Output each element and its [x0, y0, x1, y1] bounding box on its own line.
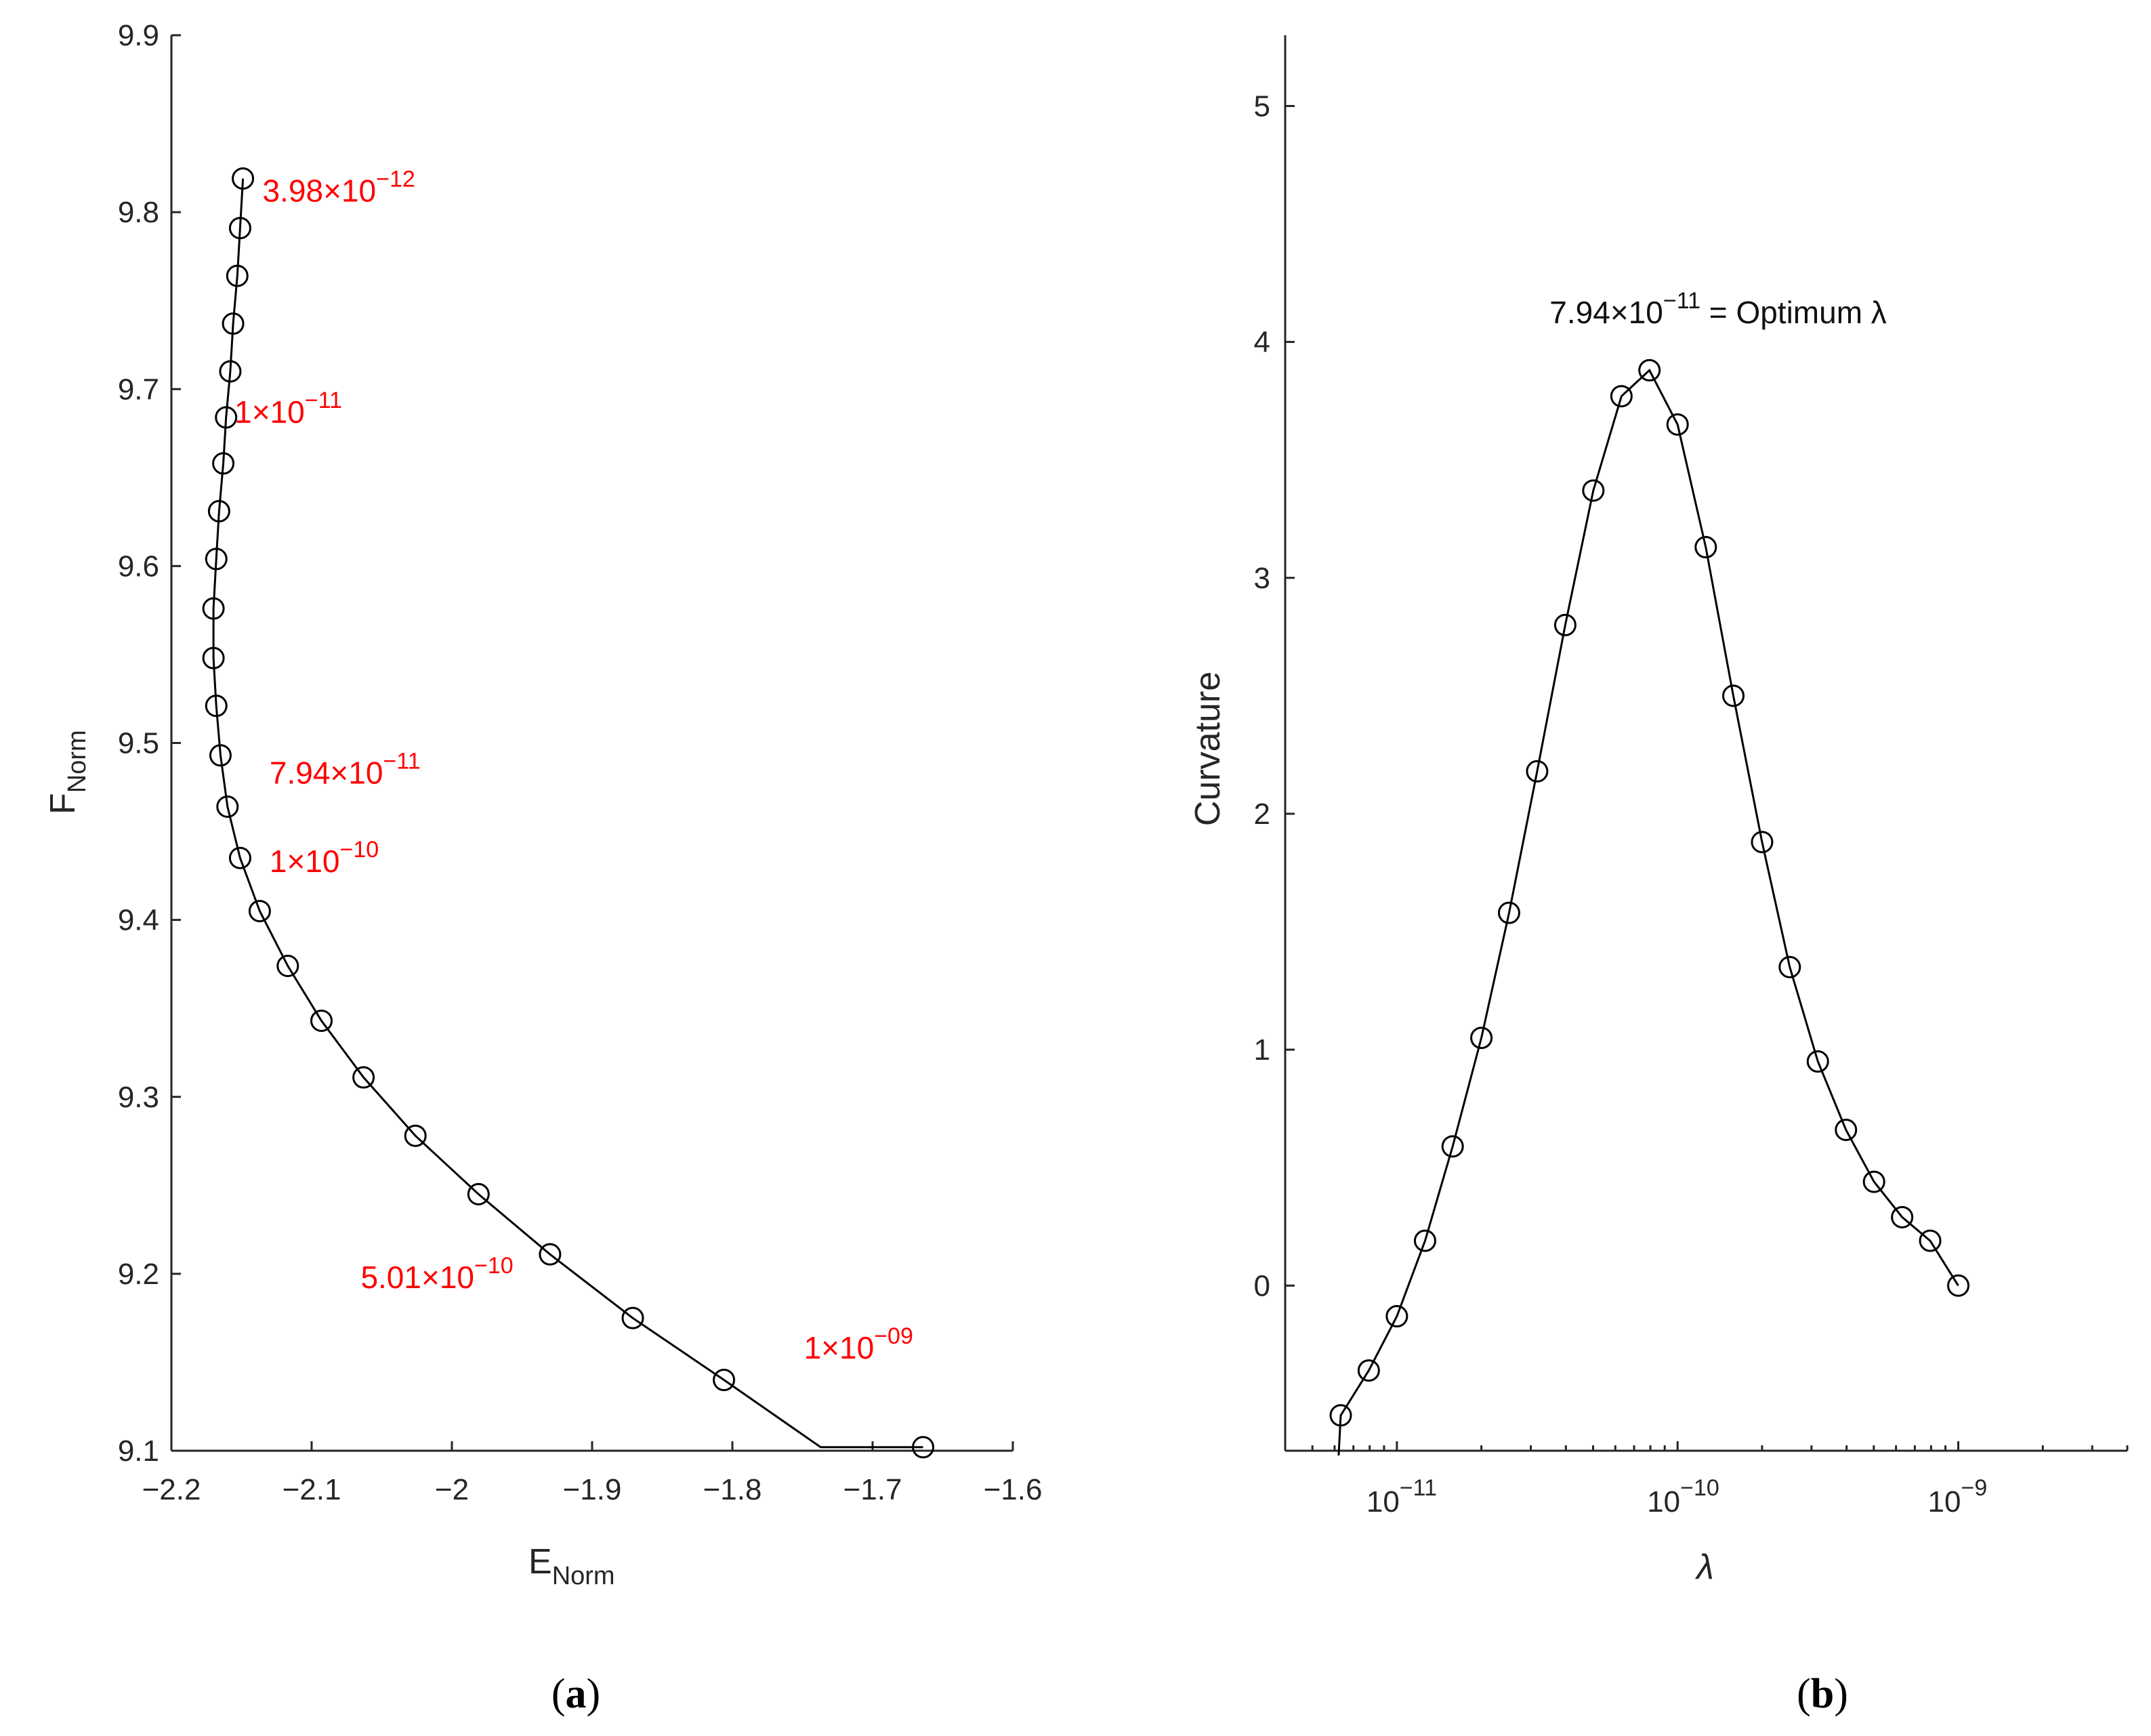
panel-a-data-point — [216, 795, 239, 819]
panel-b-x-tick-label: 10−10 — [1647, 1475, 1719, 1518]
panel-b-y-tick-label: 0 — [1254, 1269, 1270, 1302]
panel-a-l-curve: −2.2 −2.1 −2 −1.9 −1.8 −1.7 −1.6 9.1 9.2 9.3 9.4 9… — [43, 19, 1042, 1717]
panel-b-data-point — [1666, 413, 1689, 436]
panel-b-data-point — [1610, 385, 1633, 408]
panel-b-data-point — [1694, 536, 1717, 559]
panel-b-y-tick-label: 5 — [1254, 89, 1270, 123]
panel-b-data-point — [1526, 760, 1549, 783]
panel-b-x-axis-title: λ — [1694, 1548, 1714, 1587]
panel-a-lambda-annotation: 1×10−09 — [804, 1323, 913, 1365]
panel-b-data-point — [1722, 684, 1745, 707]
panel-a-y-tick-label: 9.2 — [118, 1258, 159, 1291]
panel-a-data-point — [209, 744, 232, 767]
panel-b-curvature: 10−11 10−10 10−9 0 1 2 3 4 5 7.94×10−11 = Optim… — [1188, 35, 2129, 1717]
panel-a-data-point — [202, 597, 225, 620]
panel-a-y-tick-label: 9.7 — [118, 373, 159, 406]
panel-a-series-line — [212, 178, 923, 1449]
panel-b-series-line — [1337, 368, 1959, 1456]
panel-a-data-point — [248, 900, 271, 923]
panel-a-data-point — [226, 264, 249, 287]
panel-b-label: (b) — [1797, 1671, 1848, 1717]
panel-b-data-point — [1497, 901, 1520, 924]
panel-b-x-tick-label: 10−11 — [1366, 1475, 1437, 1518]
panel-b-y-axis-title: Curvature — [1188, 671, 1228, 826]
panel-a-lambda-annotation: 1×10−10 — [270, 837, 379, 879]
panel-a-data-point — [228, 846, 251, 869]
panel-a-lambda-annotation: 5.01×10−10 — [360, 1253, 513, 1295]
panel-a-data-point — [202, 646, 225, 669]
panel-a-x-tick-label: −2 — [435, 1473, 469, 1506]
panel-b-y-tick-label: 4 — [1254, 326, 1270, 359]
panel-b-data-point — [1835, 1118, 1858, 1141]
panel-b-data-point — [1329, 1404, 1352, 1427]
panel-a-y-tick-label: 9.6 — [118, 550, 159, 583]
panel-a-data-point — [310, 1009, 333, 1032]
panel-a-y-axis-title: FNorm — [43, 730, 91, 814]
panel-a-lambda-annotation: 3.98×10−12 — [263, 166, 415, 208]
panel-a-label: (a) — [551, 1671, 600, 1717]
panel-a-data-point — [621, 1306, 644, 1329]
panel-a-y-tick-label: 9.3 — [118, 1081, 159, 1114]
panel-a-y-tick-label: 9.1 — [118, 1434, 159, 1468]
panel-b-optimum-annotation: 7.94×10−11 = Optimum λ — [1549, 288, 1887, 330]
panel-a-y-tick-label: 9.9 — [118, 19, 159, 52]
panel-a-data-point — [912, 1436, 935, 1459]
panel-b-data-point — [1441, 1135, 1464, 1158]
panel-b-x-tick-label: 10−9 — [1928, 1475, 1988, 1518]
panel-a-data-point — [205, 547, 228, 571]
panel-a-y-tick-label: 9.5 — [118, 727, 159, 760]
panel-a-data-point — [232, 167, 255, 190]
panel-a-data-point — [219, 360, 242, 383]
panel-b-data-point — [1638, 358, 1661, 381]
panel-a-data-point — [352, 1066, 375, 1089]
panel-b-data-point — [1919, 1229, 1942, 1252]
panel-a-y-tick-label: 9.8 — [118, 196, 159, 229]
panel-a-data-point — [215, 406, 238, 429]
panel-b-data-point — [1862, 1170, 1885, 1193]
panel-a-x-tick-label: −2.2 — [142, 1473, 201, 1506]
panel-a-data-point — [539, 1243, 562, 1266]
panel-b-y-tick-label: 2 — [1254, 798, 1270, 831]
panel-b-data-point — [1470, 1027, 1493, 1050]
panel-a-data-point — [205, 695, 228, 718]
panel-b-data-point — [1582, 479, 1605, 502]
panel-a-x-axis-title: ENorm — [528, 1542, 615, 1590]
panel-b-y-tick-label: 3 — [1254, 562, 1270, 595]
panel-a-data-point — [222, 312, 245, 335]
panel-a-data-point — [212, 452, 235, 475]
panel-b-data-point — [1357, 1359, 1380, 1382]
panel-a-x-tick-label: −1.6 — [984, 1473, 1043, 1506]
panel-a-data-point — [467, 1182, 490, 1205]
panel-b-data-point — [1891, 1205, 1914, 1228]
panel-a-x-tick-label: −1.7 — [843, 1473, 902, 1506]
panel-a-y-tick-label: 9.4 — [118, 904, 159, 937]
panel-a-data-point — [207, 499, 230, 522]
panel-a-data-point — [228, 217, 251, 240]
panel-b-data-point — [1385, 1305, 1408, 1328]
panel-b-data-point — [1947, 1274, 1970, 1297]
panel-a-data-point — [276, 955, 299, 978]
panel-a-data-point — [713, 1369, 736, 1392]
panel-a-x-tick-label: −1.8 — [703, 1473, 762, 1506]
panel-b-data-point — [1778, 955, 1801, 978]
panel-b-data-point — [1806, 1050, 1829, 1073]
panel-a-lambda-annotation: 1×10−11 — [234, 388, 342, 430]
panel-a-lambda-annotation: 7.94×10−11 — [270, 749, 421, 791]
panel-a-x-tick-label: −1.9 — [563, 1473, 622, 1506]
panel-a-x-tick-label: −2.1 — [283, 1473, 341, 1506]
panel-b-data-point — [1413, 1229, 1436, 1252]
panel-a-data-point — [404, 1124, 427, 1147]
panel-b-data-point — [1751, 831, 1774, 854]
panel-b-data-point — [1553, 613, 1576, 636]
panel-b-y-tick-label: 1 — [1254, 1033, 1270, 1067]
